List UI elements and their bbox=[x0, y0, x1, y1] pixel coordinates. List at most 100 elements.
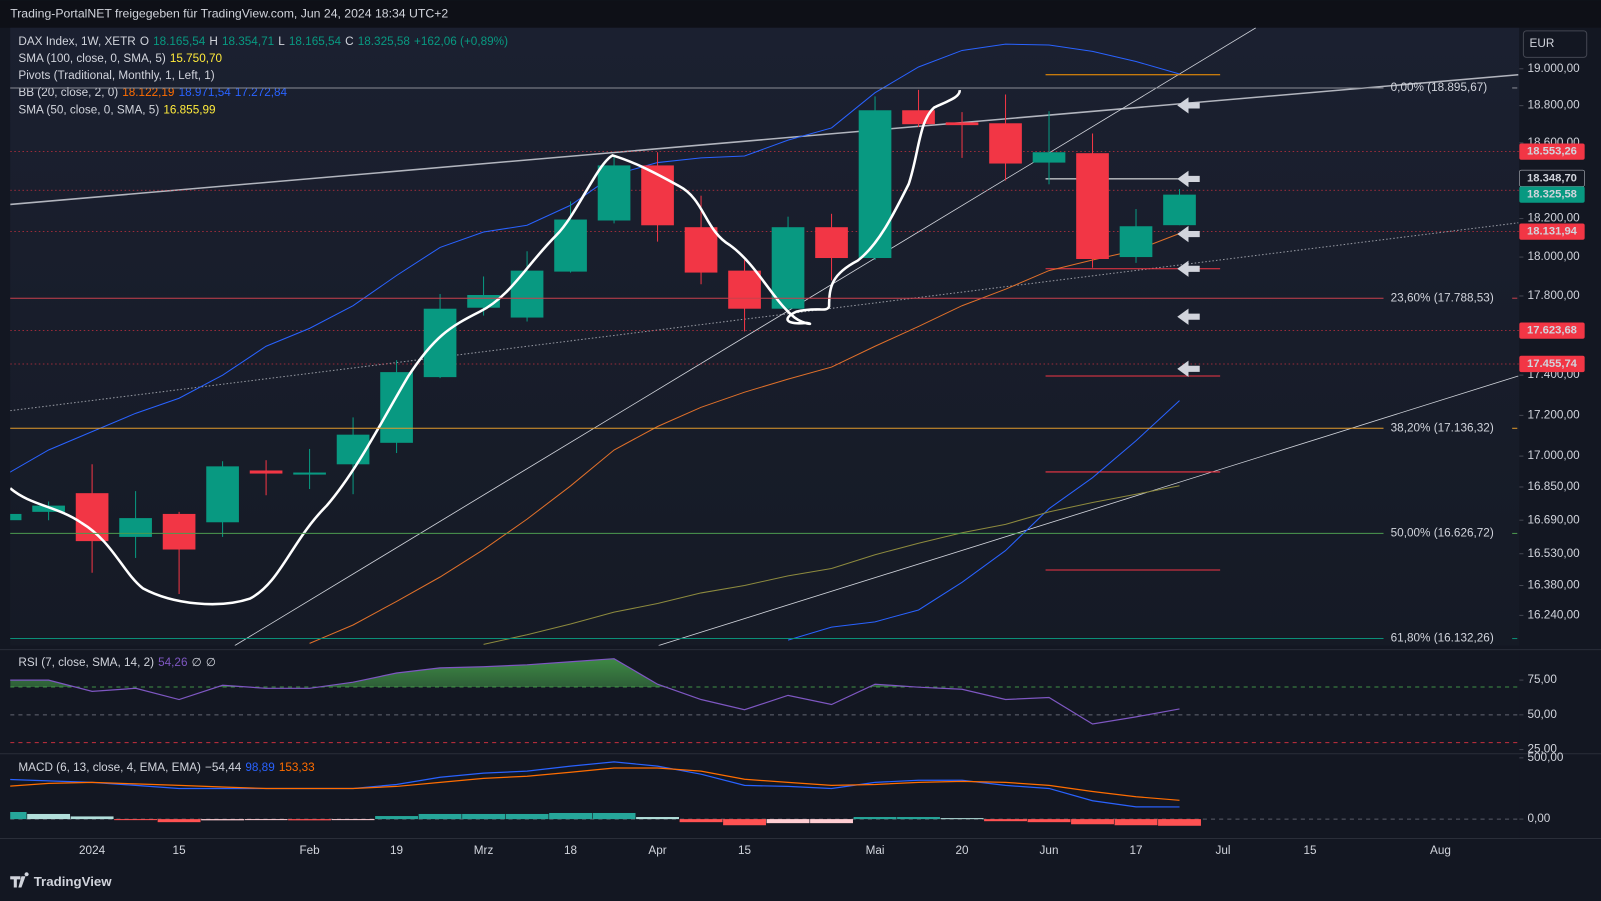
legend-item: SMA (100, close, 0, SMA, 5) bbox=[18, 52, 165, 65]
candle-body bbox=[10, 513, 22, 521]
x-tick-label: 15 bbox=[1303, 844, 1317, 857]
candle-body bbox=[989, 123, 1022, 164]
y-tick-label: 17.000,00 bbox=[1527, 449, 1580, 462]
y-tick-label: 75,00 bbox=[1527, 673, 1557, 686]
candle-body bbox=[293, 472, 326, 475]
candle-body bbox=[597, 165, 631, 221]
series-line bbox=[483, 485, 1180, 645]
candle-body bbox=[1076, 153, 1109, 259]
histogram-bar bbox=[810, 819, 853, 824]
price-tag-label: 17.623,68 bbox=[1527, 325, 1577, 337]
arrow bbox=[1177, 308, 1200, 325]
y-tick-label: 18.800,00 bbox=[1527, 99, 1580, 112]
histogram-bar bbox=[636, 817, 679, 820]
legend-item: 18.122,19 bbox=[122, 86, 174, 99]
trend-line bbox=[658, 375, 1519, 646]
legend-item: DAX Index, 1W, XETR bbox=[18, 35, 135, 48]
series-line bbox=[10, 767, 1180, 801]
candle-body bbox=[510, 270, 544, 318]
price-plot bbox=[10, 43, 1520, 645]
x-tick-label: Apr bbox=[648, 844, 666, 857]
candle-body bbox=[380, 372, 413, 443]
arrow bbox=[1177, 170, 1200, 188]
y-tick-label: 16.530,00 bbox=[1527, 547, 1580, 560]
histogram-bar bbox=[10, 812, 27, 820]
histogram-bar bbox=[114, 819, 158, 821]
legend-item: ∅ bbox=[192, 656, 202, 669]
x-tick-label: 20 bbox=[955, 844, 969, 857]
candle-body bbox=[815, 227, 848, 259]
y-tick-label: 17.200,00 bbox=[1527, 408, 1580, 421]
y-tick-label: 17.800,00 bbox=[1527, 289, 1580, 302]
y-tick-label: 25,00 bbox=[1527, 743, 1557, 756]
legends: DAX Index, 1W, XETR O 18.165,54 H 18.354,71 L… bbox=[18, 35, 508, 774]
brand-logo bbox=[10, 872, 29, 888]
candle-body bbox=[119, 518, 152, 537]
legend-row: Pivots (Traditional, Monthly, 1, Left, 1… bbox=[18, 69, 214, 82]
candle-body bbox=[1032, 152, 1066, 163]
x-tick-label: 17 bbox=[1129, 844, 1142, 857]
histogram-bar bbox=[244, 819, 288, 821]
brand: TradingView bbox=[34, 874, 113, 889]
y-tick-label: 19.000,00 bbox=[1527, 62, 1580, 75]
histogram-bar bbox=[462, 813, 506, 820]
legend-item: MACD (6, 13, close, 4, EMA, EMA) bbox=[18, 761, 201, 774]
price-tag-label: 17.455,74 bbox=[1527, 358, 1578, 370]
legend-row: RSI (7, close, SMA, 14, 2) 54,26 ∅ ∅ bbox=[18, 656, 216, 669]
fib-label: 0,00% (18.895,67) bbox=[1391, 81, 1488, 94]
legend-item: 54,26 bbox=[158, 656, 188, 669]
top-bar bbox=[0, 0, 1601, 28]
y-tick-label: 0,00 bbox=[1527, 812, 1550, 825]
x-tick-label: Mai bbox=[866, 844, 885, 857]
histogram-bar bbox=[70, 816, 114, 820]
macd-plot bbox=[10, 761, 1520, 826]
series-line bbox=[10, 658, 1180, 725]
legend-row: SMA (100, close, 0, SMA, 5) 15.750,70 bbox=[18, 52, 222, 65]
legend-item: Pivots (Traditional, Monthly, 1, Left, 1… bbox=[18, 69, 214, 82]
y-tick-label: 16.850,00 bbox=[1527, 480, 1580, 493]
legend-item: 15.750,70 bbox=[170, 52, 223, 65]
legend-item: 18.971,54 bbox=[179, 86, 232, 99]
price-tag bbox=[1519, 186, 1585, 203]
histogram-bar bbox=[592, 812, 636, 820]
legend-item: BB (20, close, 2, 0) bbox=[18, 86, 118, 99]
histogram-bar bbox=[723, 819, 766, 826]
legend-item: C bbox=[345, 35, 354, 48]
histogram-bar bbox=[1114, 819, 1158, 826]
x-tick-label: Feb bbox=[299, 844, 320, 857]
currency-box bbox=[1522, 30, 1588, 58]
y-tick-label: 500,00 bbox=[1527, 751, 1563, 764]
y-tick-label: 50,00 bbox=[1527, 708, 1557, 721]
legend-item: RSI (7, close, SMA, 14, 2) bbox=[18, 656, 154, 669]
trend-line bbox=[10, 222, 1519, 412]
histogram-bar bbox=[984, 819, 1027, 822]
legend-item: 17.272,84 bbox=[235, 86, 288, 99]
candle-body bbox=[902, 110, 935, 125]
fib-label: 38,20% (17.136,32) bbox=[1391, 421, 1494, 434]
histogram-bar bbox=[1071, 819, 1114, 825]
candle-body bbox=[336, 434, 370, 465]
trend-line bbox=[234, 27, 1257, 646]
histogram-bar bbox=[853, 817, 897, 820]
histogram-bar bbox=[549, 812, 593, 820]
histogram-bar bbox=[27, 813, 71, 820]
trend-line bbox=[10, 73, 1519, 206]
legend-item: L bbox=[278, 35, 285, 48]
candle-body bbox=[32, 505, 65, 512]
series-line bbox=[309, 233, 1180, 644]
fib-label: 23,60% (17.788,53) bbox=[1391, 291, 1494, 304]
legend-item: 98,89 bbox=[245, 761, 274, 774]
histogram-bar bbox=[940, 818, 984, 820]
x-tick-label: Jun bbox=[1040, 844, 1059, 857]
legend-row: MACD (6, 13, close, 4, EMA, EMA) −54,44 98… bbox=[18, 761, 315, 774]
histogram-bar bbox=[201, 819, 245, 821]
y-tick-label: 16.690,00 bbox=[1527, 513, 1580, 526]
price-tag bbox=[1519, 355, 1585, 373]
price-tag bbox=[1519, 223, 1585, 240]
header-title: Trading-PortalNET freigegeben für Tradin… bbox=[10, 7, 448, 21]
price-tag-label: 18.348,70 bbox=[1527, 172, 1577, 184]
series-line bbox=[10, 43, 1180, 473]
histogram-bar bbox=[288, 819, 332, 821]
